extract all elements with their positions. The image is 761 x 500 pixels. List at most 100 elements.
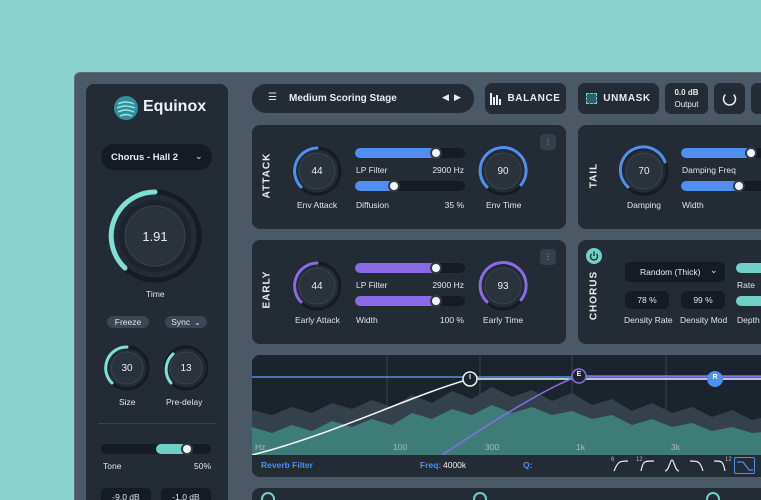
attack-lp-filter-slider[interactable] bbox=[355, 147, 465, 159]
diffusion-slider[interactable] bbox=[355, 180, 465, 192]
tone-thumb[interactable] bbox=[180, 443, 193, 455]
freq-tick-1k: 1k bbox=[576, 442, 585, 452]
tail-width-slider[interactable] bbox=[681, 180, 761, 192]
tail-title: TAIL bbox=[588, 162, 600, 189]
attack-lp-filter-thumb[interactable] bbox=[430, 147, 443, 159]
eq-node-e[interactable]: E bbox=[576, 371, 582, 378]
env-time-value: 90 bbox=[497, 165, 509, 177]
tone-label: Tone bbox=[103, 461, 122, 471]
list-icon: ☰ bbox=[268, 92, 277, 103]
filter-shape-bell-button[interactable] bbox=[662, 457, 682, 473]
damping-freq-thumb[interactable] bbox=[745, 147, 757, 159]
rate-slider[interactable] bbox=[736, 263, 761, 273]
sync-label: Sync bbox=[171, 317, 191, 327]
early-width-slider[interactable] bbox=[355, 295, 465, 307]
eq-node-r[interactable]: R bbox=[712, 374, 718, 381]
chorus-mode-value: Random (Thick) bbox=[640, 267, 701, 277]
filter-bar: Reverb Filter Freq: 4000k Q: 6 12 12 bbox=[252, 455, 761, 477]
attack-lp-filter-fill bbox=[355, 148, 437, 158]
chorus-panel bbox=[578, 240, 761, 344]
preset-dropdown[interactable]: Chorus - Hall 2 ⌄ bbox=[101, 144, 212, 170]
freq-tick-300: 300 bbox=[485, 442, 500, 452]
density-rate-value[interactable]: 78 % bbox=[625, 291, 669, 309]
freq-tick-3k: 3k bbox=[671, 442, 680, 452]
rate-label: Rate bbox=[737, 280, 755, 290]
chorus-power-icon[interactable] bbox=[586, 248, 602, 264]
balance-label: BALANCE bbox=[507, 93, 561, 104]
tail-width-thumb[interactable] bbox=[733, 180, 745, 192]
chorus-mode-dropdown[interactable]: Random (Thick) ⌄ bbox=[625, 262, 725, 282]
early-lp-filter-label: LP Filter bbox=[356, 280, 388, 290]
density-rate-label: Density Rate bbox=[624, 315, 673, 325]
density-mod-value[interactable]: 99 % bbox=[681, 291, 725, 309]
chevron-down-icon: ⌄ bbox=[195, 151, 203, 161]
time-knob[interactable]: 1.91 bbox=[107, 188, 203, 284]
next-room-arrow-icon[interactable]: ▶ bbox=[454, 92, 461, 102]
bottom-knob-3[interactable] bbox=[706, 492, 720, 500]
diffusion-value: 35 % bbox=[444, 200, 464, 210]
diffusion-fill bbox=[355, 181, 394, 191]
balance-bars-icon bbox=[490, 92, 502, 105]
app-title: Equinox bbox=[143, 98, 207, 115]
tail-panel bbox=[578, 125, 761, 229]
chorus-title: CHORUS bbox=[588, 270, 600, 321]
bottom-row-panel bbox=[252, 488, 761, 500]
attack-settings-icon[interactable]: ⫶ bbox=[540, 134, 556, 150]
equinox-logo-icon bbox=[113, 95, 139, 121]
power-button[interactable] bbox=[714, 83, 745, 114]
freq-label: Freq: bbox=[420, 460, 442, 470]
room-selector[interactable]: ☰ Medium Scoring Stage ◀ ▶ bbox=[252, 84, 474, 113]
size-knob[interactable]: 30 bbox=[103, 344, 151, 392]
early-time-knob[interactable]: 93 bbox=[477, 260, 529, 312]
early-attack-knob[interactable]: 44 bbox=[291, 260, 343, 312]
tail-width-label: Width bbox=[682, 200, 704, 210]
eq-node-i[interactable]: I bbox=[469, 374, 471, 381]
attack-lp-filter-value: 2900 Hz bbox=[432, 165, 464, 175]
size-value: 30 bbox=[121, 362, 133, 374]
attack-lp-filter-label: LP Filter bbox=[356, 165, 388, 175]
size-label: Size bbox=[119, 397, 136, 407]
freeze-button[interactable]: Freeze bbox=[107, 316, 149, 328]
tone-slider[interactable] bbox=[101, 443, 211, 455]
bottom-knob-1[interactable] bbox=[261, 492, 275, 500]
filter-shape-lowcut-6-button[interactable]: 6 bbox=[610, 457, 630, 473]
freq-value[interactable]: 4000k bbox=[443, 460, 467, 470]
filter-shape-highcut-12-button[interactable]: 12 bbox=[712, 457, 732, 473]
damping-freq-slider[interactable] bbox=[681, 147, 761, 159]
damping-knob[interactable]: 70 bbox=[618, 145, 670, 197]
time-value: 1.91 bbox=[142, 228, 168, 244]
filter-shape-lowcut-12-button[interactable]: 12 bbox=[636, 457, 656, 473]
attack-title: ATTACK bbox=[261, 152, 273, 199]
spectrum-display[interactable] bbox=[252, 355, 761, 455]
early-width-thumb[interactable] bbox=[430, 295, 443, 307]
unmask-icon bbox=[586, 93, 598, 104]
bottom-knob-2[interactable] bbox=[473, 492, 487, 500]
prev-room-arrow-icon[interactable]: ◀ bbox=[442, 92, 449, 102]
freq-tick-hz: Hz bbox=[255, 442, 266, 452]
balance-button[interactable]: BALANCE bbox=[485, 83, 566, 114]
header-extra-button[interactable] bbox=[751, 83, 761, 114]
early-width-fill bbox=[355, 296, 437, 306]
early-lp-filter-slider[interactable] bbox=[355, 262, 465, 274]
diffusion-thumb[interactable] bbox=[387, 180, 400, 192]
unmask-label: UNMASK bbox=[603, 93, 651, 104]
env-time-knob[interactable]: 90 bbox=[477, 145, 529, 197]
early-attack-value: 44 bbox=[311, 280, 323, 292]
early-attack-label: Early Attack bbox=[295, 315, 340, 325]
sync-dropdown[interactable]: Sync ⌄ bbox=[165, 316, 207, 328]
left-bottom-value-1[interactable]: -9.0 dB bbox=[101, 488, 151, 500]
left-bottom-value-2[interactable]: -1.0 dB bbox=[161, 488, 211, 500]
depth-slider[interactable] bbox=[736, 296, 761, 306]
highcut-curve-icon bbox=[689, 460, 704, 472]
filter-shape-shelf-button[interactable] bbox=[734, 457, 755, 474]
early-lp-filter-thumb[interactable] bbox=[430, 262, 443, 274]
early-settings-icon[interactable]: ⫶ bbox=[540, 249, 556, 265]
output-control[interactable]: 0.0 dB Output bbox=[665, 83, 708, 114]
env-attack-knob[interactable]: 44 bbox=[291, 145, 343, 197]
tone-fill bbox=[156, 444, 187, 454]
density-mod-label: Density Mod bbox=[680, 315, 728, 325]
predelay-knob[interactable]: 13 bbox=[162, 344, 210, 392]
filter-shape-highcut-button[interactable] bbox=[688, 457, 708, 473]
shelf-curve-icon bbox=[737, 461, 753, 471]
unmask-button[interactable]: UNMASK bbox=[578, 83, 659, 114]
